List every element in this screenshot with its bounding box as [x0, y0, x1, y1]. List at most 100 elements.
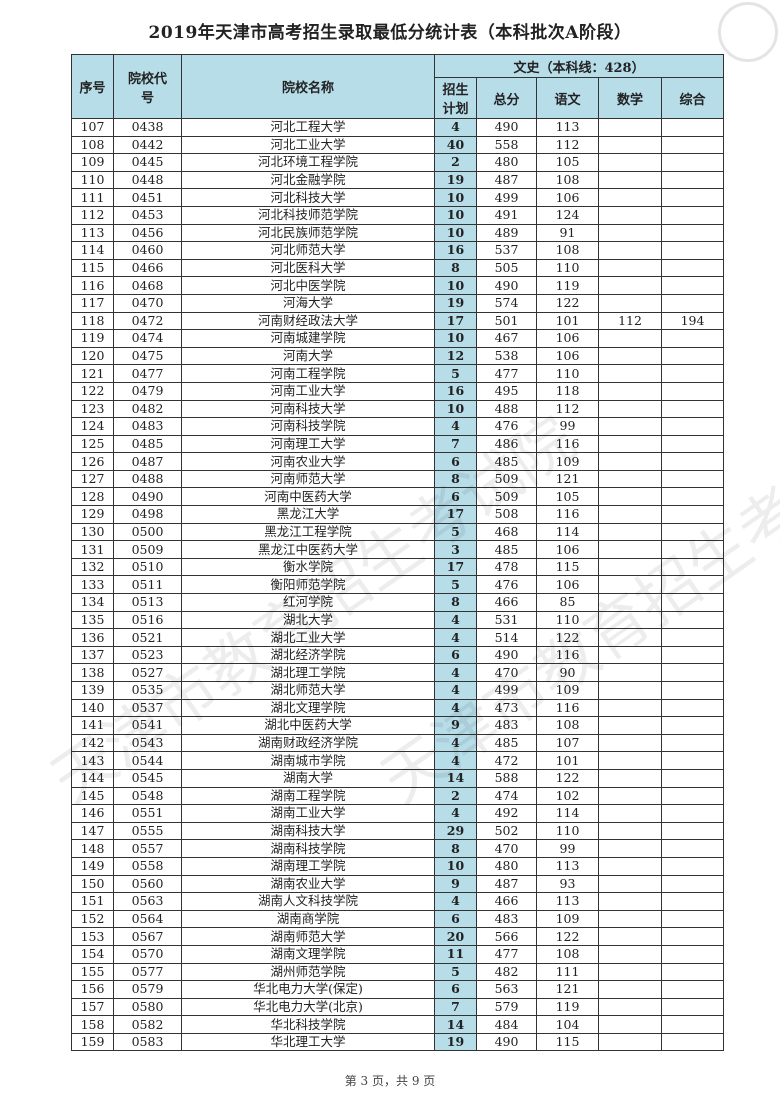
cell-chinese: 109: [536, 909, 599, 929]
cell-code: 0438: [113, 118, 182, 137]
cell-seq: 148: [71, 839, 114, 858]
cell-comprehensive: [660, 716, 725, 735]
cell-chinese: 116: [536, 505, 599, 524]
cell-code: 0511: [113, 575, 182, 595]
header-math: 数学: [598, 77, 662, 119]
cell-comprehensive: [660, 364, 725, 383]
cell-plan: 7: [434, 434, 477, 454]
cell-plan: 17: [434, 557, 477, 577]
table-row: 108 0442 河北工业大学 40 558 112: [71, 135, 725, 155]
cell-school-name: 湖南科技学院: [181, 839, 435, 858]
table-row: 130 0500 黑龙江工程学院 5 468 114: [71, 522, 725, 542]
cell-school-name: 河北工程大学: [181, 118, 435, 137]
cell-total: 487: [476, 874, 537, 894]
table-row: 127 0488 河南师范大学 8 509 121: [71, 469, 725, 489]
cell-school-name: 湖北中医药大学: [181, 716, 435, 735]
cell-school-name: 河南工程学院: [181, 364, 435, 383]
cell-chinese: 108: [536, 716, 599, 735]
table-row: 152 0564 湖南商学院 6 483 109: [71, 909, 725, 929]
cell-math: [598, 557, 662, 577]
cell-comprehensive: [660, 610, 725, 630]
cell-chinese: 113: [536, 856, 599, 876]
cell-code: 0567: [113, 927, 182, 946]
cell-plan: 6: [434, 452, 477, 471]
cell-total: 470: [476, 839, 537, 858]
cell-school-name: 河北民族师范学院: [181, 223, 435, 243]
cell-code: 0468: [113, 276, 182, 295]
admission-score-table: 序号 院校代号 院校名称 文史（本科线：428） 招生计划 总分 语文 数学 综…: [71, 54, 725, 1052]
header-name: 院校名称: [181, 54, 435, 119]
cell-code: 0451: [113, 188, 182, 207]
cell-plan: 10: [434, 856, 477, 876]
cell-code: 0583: [113, 1032, 182, 1052]
cell-plan: 10: [434, 188, 477, 207]
cell-math: [598, 892, 662, 911]
cell-comprehensive: [660, 962, 725, 982]
cell-plan: 4: [434, 417, 477, 436]
cell-math: [598, 874, 662, 894]
cell-school-name: 湖南文理学院: [181, 944, 435, 964]
cell-total: 490: [476, 645, 537, 665]
cell-chinese: 122: [536, 293, 599, 313]
cell-seq: 115: [71, 258, 114, 278]
cell-school-name: 湖南科技大学: [181, 821, 435, 841]
header-group-liberal-arts: 文史（本科线：428）: [433, 54, 725, 78]
cell-code: 0448: [113, 170, 182, 190]
cell-chinese: 106: [536, 329, 599, 348]
cell-code: 0580: [113, 997, 182, 1017]
cell-school-name: 湖北师范大学: [181, 681, 435, 700]
cell-code: 0555: [113, 821, 182, 841]
cell-chinese: 106: [536, 540, 599, 559]
table-row: 133 0511 衡阳师范学院 5 476 106: [71, 575, 725, 595]
cell-math: [598, 522, 662, 542]
cell-chinese: 113: [536, 118, 599, 137]
cell-code: 0551: [113, 804, 182, 823]
header-chinese: 语文: [536, 77, 599, 119]
cell-math: [598, 856, 662, 876]
cell-comprehensive: 194: [660, 311, 725, 331]
cell-school-name: 华北电力大学(保定): [181, 980, 435, 999]
cell-plan: 5: [434, 962, 477, 982]
cell-chinese: 101: [536, 311, 599, 331]
table-row: 154 0570 湖南文理学院 11 477 108: [71, 944, 725, 964]
cell-school-name: 华北科技学院: [181, 1015, 435, 1034]
cell-chinese: 104: [536, 1015, 599, 1034]
cell-chinese: 99: [536, 839, 599, 858]
cell-math: [598, 786, 662, 806]
cell-total: 477: [476, 364, 537, 383]
cell-school-name: 河南理工大学: [181, 434, 435, 454]
cell-school-name: 河北金融学院: [181, 170, 435, 190]
cell-comprehensive: [660, 874, 725, 894]
cell-comprehensive: [660, 839, 725, 858]
cell-seq: 126: [71, 452, 114, 471]
cell-school-name: 河南科技大学: [181, 399, 435, 419]
cell-seq: 112: [71, 205, 114, 225]
cell-school-name: 河北工业大学: [181, 135, 435, 155]
cell-comprehensive: [660, 223, 725, 243]
cell-chinese: 102: [536, 786, 599, 806]
cell-total: 487: [476, 170, 537, 190]
cell-chinese: 110: [536, 610, 599, 630]
cell-math: [598, 153, 662, 172]
cell-total: 505: [476, 258, 537, 278]
cell-comprehensive: [660, 892, 725, 911]
cell-comprehensive: [660, 276, 725, 295]
cell-math: [598, 927, 662, 946]
cell-plan: 19: [434, 1032, 477, 1052]
cell-school-name: 湖南城市学院: [181, 751, 435, 770]
cell-chinese: 110: [536, 364, 599, 383]
table-row: 137 0523 湖北经济学院 6 490 116: [71, 645, 725, 665]
cell-seq: 140: [71, 698, 114, 718]
cell-total: 483: [476, 716, 537, 735]
cell-comprehensive: [660, 434, 725, 454]
cell-seq: 142: [71, 733, 114, 753]
table-row: 158 0582 华北科技学院 14 484 104: [71, 1015, 725, 1034]
cell-seq: 129: [71, 505, 114, 524]
cell-code: 0545: [113, 768, 182, 788]
cell-seq: 157: [71, 997, 114, 1017]
cell-code: 0579: [113, 980, 182, 999]
table-row: 107 0438 河北工程大学 4 490 113: [71, 118, 725, 137]
cell-seq: 125: [71, 434, 114, 454]
cell-school-name: 湖南工业大学: [181, 804, 435, 823]
cell-seq: 159: [71, 1032, 114, 1052]
